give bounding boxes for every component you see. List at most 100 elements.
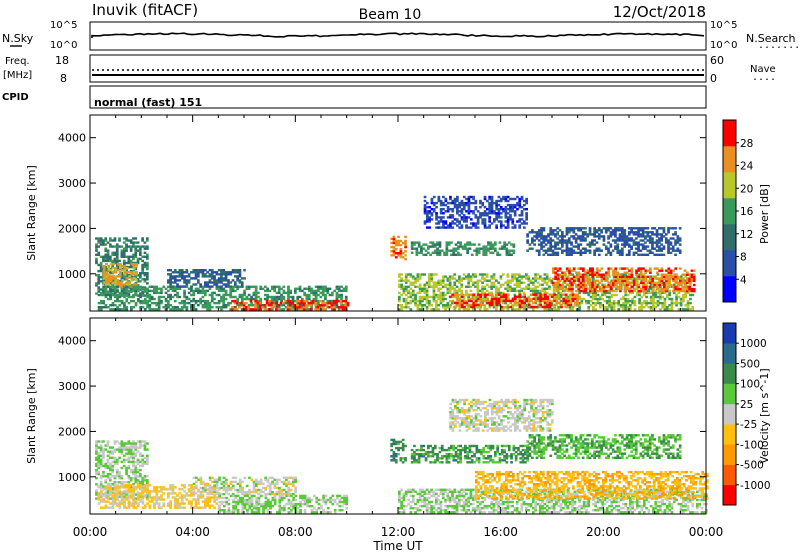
heatmap-cell xyxy=(433,249,437,252)
heatmap-cell xyxy=(646,249,650,252)
heatmap-cell xyxy=(469,195,473,199)
heatmap-cell xyxy=(447,241,451,244)
heatmap-cell xyxy=(143,263,147,267)
heatmap-cell xyxy=(597,227,601,230)
heatmap-cell xyxy=(536,293,540,297)
heatmap-cell xyxy=(542,239,546,242)
heatmap-cell xyxy=(520,277,524,280)
heatmap-cell xyxy=(585,299,588,303)
heatmap-cell xyxy=(458,301,462,305)
heatmap-cell xyxy=(204,281,207,284)
heatmap-cell xyxy=(518,279,521,282)
heatmap-cell xyxy=(220,285,223,288)
heatmap-cell xyxy=(123,306,126,309)
heatmap-cell xyxy=(132,456,135,459)
heatmap-cell xyxy=(586,243,590,246)
heatmap-cell xyxy=(556,287,560,291)
heatmap-cell xyxy=(146,263,149,267)
heatmap-cell xyxy=(511,197,515,201)
heatmap-cell xyxy=(460,210,464,213)
heatmap-cell xyxy=(199,297,202,301)
heatmap-cell xyxy=(635,283,638,287)
heatmap-cell xyxy=(493,297,496,300)
heatmap-cell xyxy=(456,297,459,300)
heatmap-cell xyxy=(454,247,458,250)
heatmap-cell xyxy=(238,275,242,278)
heatmap-cell xyxy=(95,464,98,468)
heatmap-cell xyxy=(472,303,476,307)
heatmap-cell xyxy=(609,287,613,291)
heatmap-cell xyxy=(118,259,121,263)
heatmap-cell xyxy=(125,289,129,293)
heatmap-cell xyxy=(477,295,480,298)
heatmap-cell xyxy=(183,301,186,305)
heatmap-cell xyxy=(679,297,683,301)
heatmap-cell xyxy=(451,285,454,288)
heatmap-cell xyxy=(628,287,631,291)
heatmap-cell xyxy=(104,243,108,246)
heatmap-cell xyxy=(404,287,408,290)
heatmap-cell xyxy=(619,297,623,301)
heatmap-cell xyxy=(667,285,671,289)
heatmap-cell xyxy=(115,458,119,461)
heatmap-cell xyxy=(581,235,585,238)
heatmap-cell xyxy=(208,304,212,307)
heatmap-cell xyxy=(339,306,343,309)
heatmap-cell xyxy=(579,273,583,276)
heatmap-cell xyxy=(494,249,497,252)
heatmap-cell xyxy=(114,277,118,280)
heatmap-cell xyxy=(146,267,149,271)
heatmap-cell xyxy=(109,484,112,487)
heatmap-cell xyxy=(679,301,683,305)
heatmap-cell xyxy=(104,257,108,261)
heatmap-cell xyxy=(449,197,452,201)
heatmap-cell xyxy=(628,277,631,281)
heatmap-cell xyxy=(631,291,634,295)
heatmap-cell xyxy=(143,448,147,451)
heatmap-cell xyxy=(125,468,128,472)
heatmap-cell xyxy=(654,285,658,288)
heatmap-cell xyxy=(661,304,664,307)
heatmap-cell xyxy=(518,281,521,284)
heatmap-cell xyxy=(554,271,557,274)
heatmap-cell xyxy=(602,289,606,293)
heatmap-cell xyxy=(220,277,223,280)
heatmap-cell xyxy=(102,452,105,455)
heatmap-cell xyxy=(535,233,539,236)
heatmap-cell xyxy=(215,285,219,288)
heatmap-cell xyxy=(655,243,659,246)
heatmap-cell xyxy=(150,295,154,299)
heatmap-cell xyxy=(300,299,304,303)
heatmap-cell xyxy=(582,283,585,287)
heatmap-cell xyxy=(628,249,631,252)
heatmap-cell xyxy=(668,283,671,286)
heatmap-cell xyxy=(141,479,144,482)
heatmap-cell xyxy=(644,227,647,230)
heatmap-cell xyxy=(178,287,182,290)
power-y-label: Slant Range [km] xyxy=(25,165,38,261)
heatmap-cell xyxy=(400,304,403,307)
heatmap-cell xyxy=(97,446,101,449)
heatmap-cell xyxy=(567,247,571,250)
heatmap-cell xyxy=(548,277,551,280)
heatmap-cell xyxy=(547,235,550,238)
heatmap-cell xyxy=(528,243,532,246)
heatmap-cell xyxy=(428,275,431,278)
heatmap-cell xyxy=(499,222,503,225)
heatmap-cell xyxy=(582,285,585,289)
heatmap-cell xyxy=(607,237,610,240)
heatmap-cell xyxy=(564,304,567,307)
heatmap-cell xyxy=(442,203,445,207)
heatmap-cell xyxy=(420,245,423,248)
heatmap-cell xyxy=(224,289,228,293)
heatmap-cell xyxy=(483,285,487,288)
heatmap-cell xyxy=(644,275,648,278)
heatmap-cell xyxy=(593,281,597,285)
heatmap-cell xyxy=(546,303,550,307)
heatmap-cell xyxy=(314,295,318,299)
heatmap-cell xyxy=(672,283,676,286)
heatmap-cell xyxy=(565,231,569,234)
heatmap-cell xyxy=(451,199,455,203)
heatmap-cell xyxy=(541,297,545,300)
heatmap-cell xyxy=(197,304,200,307)
